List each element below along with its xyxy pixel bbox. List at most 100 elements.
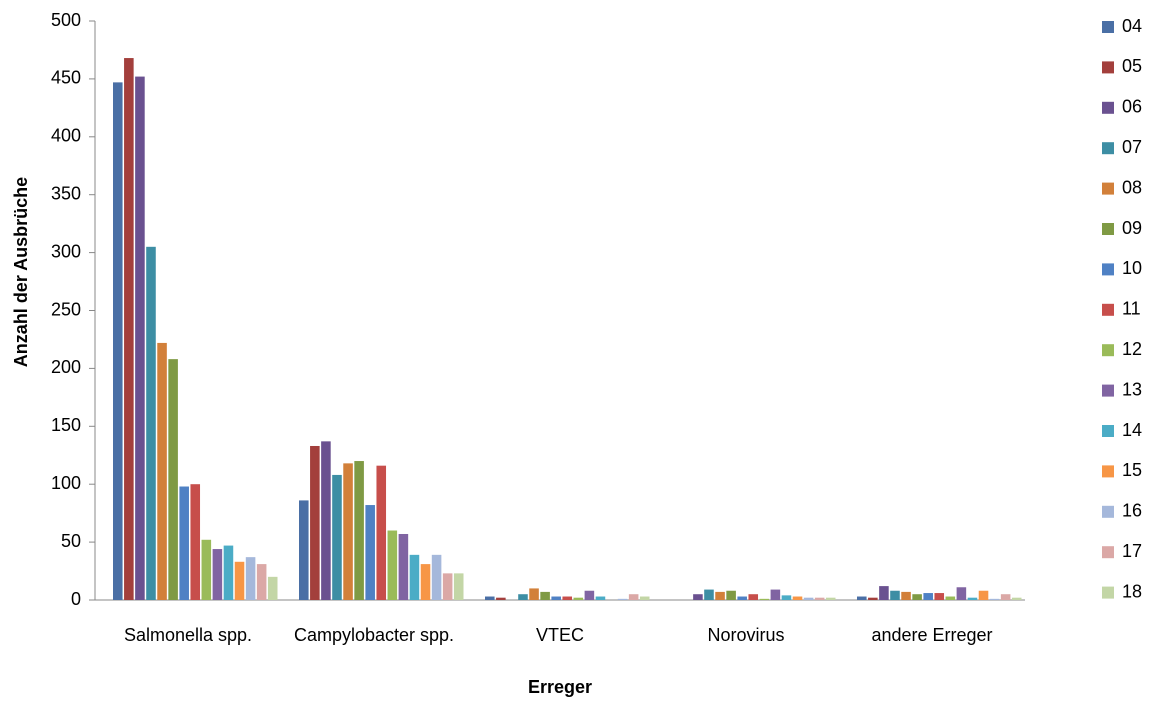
bar (1011, 597, 1022, 600)
bar (398, 533, 409, 600)
legend-swatch (1102, 101, 1114, 114)
x-tick-label: Norovirus (707, 625, 785, 645)
x-tick-label: Campylobacter spp. (293, 625, 455, 645)
legend-label: 07 (1122, 137, 1142, 157)
y-tick-label: 250 (51, 299, 81, 319)
bar (146, 246, 156, 600)
bar (945, 596, 956, 600)
bar (956, 587, 967, 600)
legend-swatch (1102, 505, 1114, 518)
legend-label: 10 (1122, 258, 1142, 278)
bar (803, 597, 814, 600)
x-tick-label: VTEC (535, 625, 584, 645)
bar (715, 591, 725, 600)
y-tick-label: 400 (51, 126, 81, 146)
bar (442, 573, 453, 600)
legend-swatch (1102, 182, 1114, 195)
bar (310, 445, 320, 600)
bar (321, 441, 331, 600)
bar (562, 596, 573, 600)
legend-label: 16 (1122, 501, 1142, 521)
bar (256, 564, 267, 600)
bar (628, 594, 639, 600)
legend-swatch (1102, 586, 1114, 599)
bar (234, 561, 245, 600)
x-tick-label: Salmonella spp. (123, 625, 253, 645)
y-tick-label: 350 (51, 183, 81, 203)
y-tick-label: 0 (71, 589, 81, 609)
bar (923, 593, 933, 600)
bar (726, 590, 736, 600)
bar (223, 545, 234, 600)
legend-label: 17 (1122, 541, 1142, 561)
bar (354, 461, 364, 600)
legend-label: 18 (1122, 581, 1142, 601)
bar (901, 591, 911, 600)
legend-swatch (1102, 303, 1114, 316)
legend-swatch (1102, 546, 1114, 559)
bar (814, 597, 825, 600)
y-tick-label: 50 (61, 531, 81, 551)
bar (212, 549, 223, 600)
bar (857, 596, 867, 600)
bar (420, 564, 431, 600)
bar (135, 76, 145, 601)
bar (868, 597, 878, 600)
x-tick-label: andere Erreger (871, 625, 993, 645)
legend-swatch (1102, 223, 1114, 235)
bar (617, 598, 628, 600)
y-tick-label: 100 (51, 473, 81, 493)
bar (332, 474, 342, 600)
bar (387, 530, 398, 600)
bar (890, 590, 900, 600)
bar (179, 486, 189, 600)
bar (431, 554, 442, 600)
bar (540, 591, 550, 600)
bar (639, 596, 650, 600)
bar (770, 589, 781, 600)
legend-label: 08 (1122, 177, 1142, 197)
bar (529, 588, 539, 600)
y-tick-label: 300 (51, 241, 81, 261)
bar (299, 500, 309, 600)
bar (737, 596, 747, 600)
bar (168, 359, 178, 600)
bar (781, 595, 792, 600)
bar (573, 597, 584, 600)
legend-label: 13 (1122, 379, 1142, 399)
x-axis-label: Erreger (528, 677, 592, 697)
legend-swatch (1102, 263, 1114, 276)
legend-swatch (1102, 384, 1114, 397)
bar (967, 597, 978, 600)
legend-label: 05 (1122, 56, 1142, 76)
bar (748, 594, 759, 600)
bar (912, 594, 922, 600)
bar (759, 598, 770, 600)
legend-label: 11 (1122, 299, 1141, 319)
y-tick-label: 150 (51, 415, 81, 435)
bar (1000, 594, 1011, 600)
bar (551, 596, 561, 600)
bar (584, 590, 595, 600)
legend-swatch (1102, 465, 1114, 478)
legend-swatch (1102, 61, 1114, 74)
legend-swatch (1102, 21, 1114, 33)
legend-label: 06 (1122, 97, 1142, 117)
bar (825, 597, 836, 600)
bar (879, 586, 889, 600)
bar (201, 539, 212, 600)
bar (978, 590, 989, 600)
legend-label: 14 (1122, 420, 1142, 440)
y-tick-label: 500 (51, 10, 81, 30)
legend-swatch (1102, 344, 1114, 357)
legend-label: 15 (1122, 460, 1142, 480)
y-tick-label: 450 (51, 68, 81, 88)
legend-swatch (1102, 142, 1114, 155)
bar (496, 597, 506, 600)
bar (792, 596, 803, 600)
legend-label: 09 (1122, 218, 1142, 238)
bar (245, 557, 256, 600)
bar (190, 484, 201, 600)
